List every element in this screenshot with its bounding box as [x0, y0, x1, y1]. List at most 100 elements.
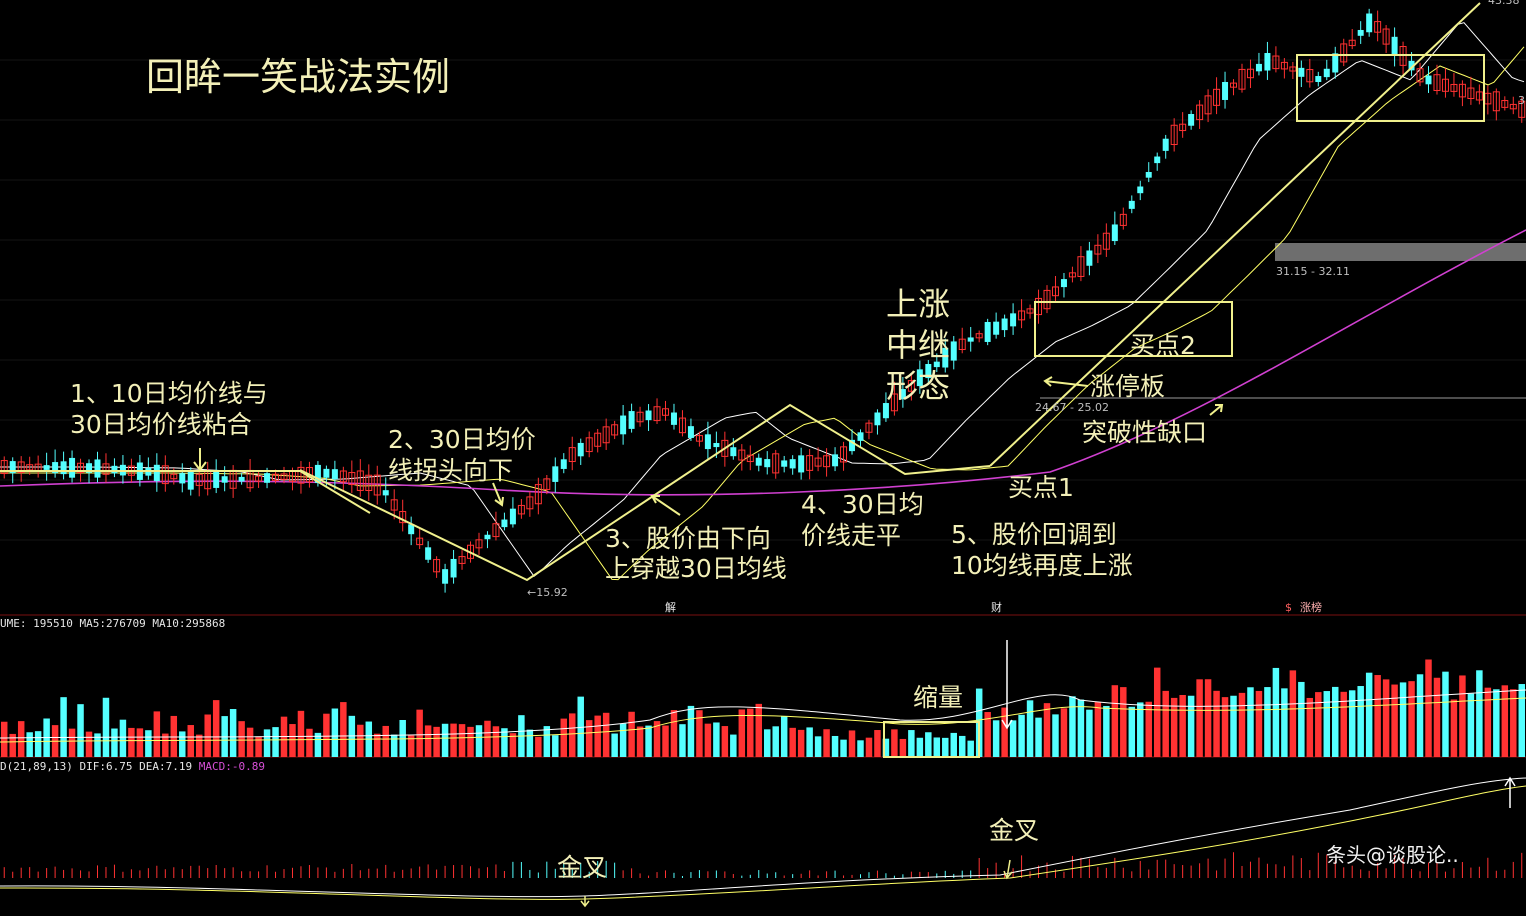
event-marker-zhangbang[interactable]: 涨榜	[1300, 601, 1322, 614]
volume-bar	[501, 728, 508, 757]
volume-bar	[764, 729, 771, 757]
volume-bar	[908, 730, 915, 757]
candle-body-up	[1094, 244, 1102, 255]
volume-bar	[865, 737, 873, 757]
candle-body-down	[798, 455, 805, 473]
volume-bar	[1187, 695, 1195, 757]
volume-bar	[212, 700, 220, 757]
candle-body-up	[1280, 61, 1288, 70]
volume-bar	[1399, 682, 1407, 757]
volume-bar	[1120, 687, 1127, 757]
event-marker-dollar[interactable]: $	[1285, 601, 1292, 614]
candle-body-up	[1077, 256, 1085, 277]
event-marker-jie[interactable]: 解	[665, 601, 676, 614]
arrow-gold-cross-1	[580, 896, 590, 908]
candle-body-down	[43, 465, 50, 470]
volume-bar	[1382, 679, 1390, 757]
volume-bar	[467, 726, 474, 757]
annotation-1-line2: 30日均价线粘合	[70, 410, 252, 439]
volume-bar	[755, 703, 762, 757]
candle-body-up	[1467, 87, 1475, 100]
volume-label: UME:	[0, 617, 27, 630]
volume-bar	[136, 728, 144, 757]
candle-body-down	[670, 412, 677, 425]
candle-body-down	[789, 459, 796, 469]
candle-body-up	[1196, 104, 1204, 121]
volume-bar	[670, 710, 678, 757]
candle-body-down	[1425, 75, 1432, 85]
candle-body-down	[264, 473, 271, 483]
candle-body-down	[86, 463, 93, 473]
vol-ma10-value: 295868	[185, 617, 226, 630]
volume-bar	[475, 725, 483, 757]
annotation-2-line1: 2、30日均价	[388, 425, 536, 454]
macd-value: -0.89	[231, 760, 265, 773]
volume-bar	[958, 735, 966, 757]
arrow-gold-cross-2	[1003, 859, 1013, 880]
candle-body-down	[501, 519, 508, 528]
candle-body-up	[339, 470, 347, 483]
shrink-volume-box	[883, 721, 980, 758]
volume-bar	[1272, 667, 1280, 757]
gap-range-1: 24.67 - 25.02	[1035, 401, 1109, 414]
arrow-a1	[193, 448, 207, 472]
arrow-macd	[1504, 776, 1516, 808]
volume-bar	[992, 720, 1000, 757]
volume-bar	[433, 726, 440, 757]
volume-bar	[374, 733, 381, 757]
event-marker-cai[interactable]: 财	[991, 601, 1002, 614]
low-price-label: ←15.92	[527, 586, 568, 599]
volume-bar	[357, 724, 364, 757]
volume-bar	[509, 733, 517, 757]
volume-bar	[713, 722, 720, 757]
volume-ma5-line	[0, 689, 1526, 739]
volume-bar	[246, 727, 254, 757]
candle-body-down	[984, 321, 991, 342]
volume-bar	[297, 710, 305, 757]
volume-bar	[840, 739, 847, 757]
volume-bar	[26, 732, 33, 757]
candle-body-up	[1433, 74, 1441, 91]
candle-body-down	[1128, 200, 1135, 209]
candle-body-down	[1111, 224, 1118, 242]
candle-body-up	[1170, 124, 1178, 146]
candle-body-up	[517, 504, 525, 515]
candle-body-down	[993, 321, 1000, 335]
volume-bar	[1230, 695, 1237, 757]
volume-bar	[450, 723, 457, 757]
volume-bar	[1408, 681, 1415, 757]
volume-bar	[340, 702, 347, 757]
candle-body-up	[297, 466, 305, 484]
candle-body-down	[1323, 68, 1330, 78]
candle-body-up	[348, 472, 356, 486]
volume-bar	[687, 705, 695, 757]
candle-body-down	[620, 415, 627, 435]
volume-bar	[9, 733, 16, 757]
candle-body-down	[1315, 76, 1322, 83]
volume-bar	[1289, 670, 1297, 757]
volume-bar	[1510, 689, 1517, 757]
volume-bar	[1179, 695, 1186, 757]
volume-bar	[382, 725, 389, 757]
volume-bar	[60, 697, 67, 757]
candle-body-up	[1289, 66, 1297, 72]
volume-bar	[577, 696, 584, 757]
volume-bar	[874, 730, 881, 757]
volume-bar	[1459, 675, 1466, 757]
volume-bar	[1145, 701, 1152, 757]
volume-bar	[1264, 687, 1271, 757]
candle-body-up	[738, 449, 746, 461]
candle-body-up	[865, 422, 873, 433]
volume-bar	[738, 709, 746, 757]
volume-bar	[1340, 691, 1347, 757]
candle-body-up	[534, 484, 542, 505]
candle-body-down	[832, 454, 839, 467]
volume-bar	[730, 734, 737, 757]
dif-label: DIF:	[79, 760, 106, 773]
candle-body-up	[823, 455, 831, 468]
candle-body-down	[382, 490, 389, 496]
candle-body-up	[1068, 272, 1076, 278]
volume-bar	[229, 709, 237, 757]
candle-body-up	[602, 426, 610, 444]
